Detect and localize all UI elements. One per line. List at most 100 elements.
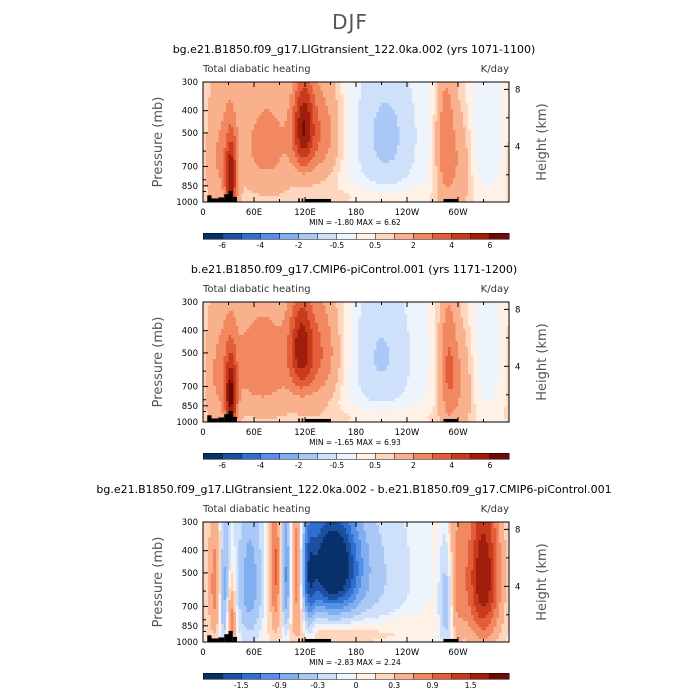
heatmap-cell bbox=[424, 82, 428, 86]
heatmap-cell bbox=[483, 85, 487, 89]
heatmap-cell bbox=[452, 106, 456, 110]
heatmap-cell bbox=[503, 118, 507, 122]
heatmap-cell bbox=[386, 97, 390, 101]
heatmap-cell bbox=[422, 100, 426, 104]
heatmap-cell bbox=[450, 142, 454, 146]
heatmap-cell bbox=[368, 145, 372, 149]
heatmap-cell bbox=[350, 103, 354, 107]
heatmap-cell bbox=[294, 145, 298, 149]
heatmap-cell bbox=[409, 121, 413, 125]
heatmap-cell bbox=[404, 166, 408, 170]
heatmap-cell bbox=[371, 97, 375, 101]
heatmap-cell bbox=[274, 124, 278, 128]
heatmap-cell bbox=[437, 178, 441, 182]
heatmap-cell bbox=[345, 121, 349, 125]
heatmap-cell bbox=[478, 160, 482, 164]
heatmap-cell bbox=[210, 175, 214, 179]
heatmap-cell bbox=[501, 85, 505, 89]
heatmap-cell bbox=[261, 97, 265, 101]
heatmap-cell bbox=[315, 127, 319, 131]
heatmap-cell bbox=[363, 136, 367, 140]
heatmap-cell bbox=[389, 196, 393, 200]
heatmap-cell bbox=[376, 190, 380, 194]
heatmap-cell bbox=[223, 127, 227, 131]
heatmap-cell bbox=[401, 175, 405, 179]
heatmap-cell bbox=[256, 121, 260, 125]
heatmap-cell bbox=[391, 115, 395, 119]
heatmap-cell bbox=[343, 142, 347, 146]
heatmap-cell bbox=[463, 175, 467, 179]
heatmap-cell bbox=[493, 175, 497, 179]
heatmap-cell bbox=[465, 172, 469, 176]
heatmap-cell bbox=[254, 112, 257, 116]
heatmap-cell bbox=[271, 166, 275, 170]
heatmap-cell bbox=[220, 133, 224, 137]
heatmap-cell bbox=[269, 139, 273, 143]
heatmap-cell bbox=[284, 175, 288, 179]
heatmap-cell bbox=[259, 184, 263, 188]
heatmap-cell bbox=[243, 106, 247, 110]
heatmap-cell bbox=[343, 190, 347, 194]
heatmap-cell bbox=[282, 142, 285, 146]
heatmap-cell bbox=[340, 97, 344, 101]
heatmap-cell bbox=[470, 151, 474, 155]
heatmap-cell bbox=[399, 187, 403, 191]
heatmap-cell bbox=[210, 190, 214, 194]
heatmap-cell bbox=[203, 112, 206, 116]
heatmap-cell bbox=[243, 142, 247, 146]
heatmap-cell bbox=[371, 85, 375, 89]
heatmap-cell bbox=[238, 181, 242, 185]
heatmap-cell bbox=[452, 196, 456, 200]
heatmap-cell bbox=[396, 172, 400, 176]
heatmap-cell bbox=[424, 169, 428, 173]
heatmap-cell bbox=[460, 88, 464, 92]
heatmap-cell bbox=[422, 193, 426, 197]
heatmap-cell bbox=[330, 166, 334, 170]
heatmap-cell bbox=[330, 85, 334, 89]
heatmap-cell bbox=[396, 88, 400, 92]
heatmap-cell bbox=[409, 103, 413, 107]
heatmap-cell bbox=[246, 130, 250, 134]
heatmap-cell bbox=[330, 187, 334, 191]
heatmap-cell bbox=[475, 172, 479, 176]
heatmap-cell bbox=[338, 145, 342, 149]
heatmap-cell bbox=[289, 88, 293, 92]
heatmap-cell bbox=[376, 178, 380, 182]
heatmap-cell bbox=[312, 97, 316, 101]
heatmap-cell bbox=[284, 124, 288, 128]
heatmap-cell bbox=[447, 163, 451, 167]
heatmap-cell bbox=[284, 157, 288, 161]
heatmap-cell bbox=[465, 103, 469, 107]
heatmap-cell bbox=[203, 94, 206, 98]
heatmap-cell bbox=[269, 154, 273, 158]
heatmap-cell bbox=[465, 190, 469, 194]
heatmap-cell bbox=[297, 145, 301, 149]
heatmap-cell bbox=[210, 154, 214, 158]
heatmap-cell bbox=[493, 181, 497, 185]
heatmap-cell bbox=[289, 133, 293, 137]
heatmap-cell bbox=[287, 163, 291, 167]
heatmap-cell bbox=[496, 151, 500, 155]
heatmap-cell bbox=[210, 130, 214, 134]
heatmap-cell bbox=[442, 175, 446, 179]
heatmap-cell bbox=[458, 124, 461, 128]
heatmap-cell bbox=[353, 130, 357, 134]
heatmap-cell bbox=[371, 139, 375, 143]
heatmap-cell bbox=[460, 172, 464, 176]
heatmap-cell bbox=[261, 88, 265, 92]
heatmap-cell bbox=[284, 145, 288, 149]
heatmap-cell bbox=[458, 127, 461, 131]
heatmap-cell bbox=[335, 154, 339, 158]
heatmap-cell bbox=[246, 172, 250, 176]
heatmap-cell bbox=[259, 169, 263, 173]
heatmap-cell bbox=[378, 157, 382, 161]
heatmap-cell bbox=[340, 172, 344, 176]
heatmap-cell bbox=[218, 94, 222, 98]
heatmap-cell bbox=[325, 172, 329, 176]
heatmap-cell bbox=[356, 85, 359, 89]
heatmap-cell bbox=[391, 169, 395, 173]
heatmap-cell bbox=[378, 91, 382, 95]
heatmap-cell bbox=[435, 175, 438, 179]
heatmap-cell bbox=[233, 181, 237, 185]
heatmap-cell bbox=[496, 106, 500, 110]
